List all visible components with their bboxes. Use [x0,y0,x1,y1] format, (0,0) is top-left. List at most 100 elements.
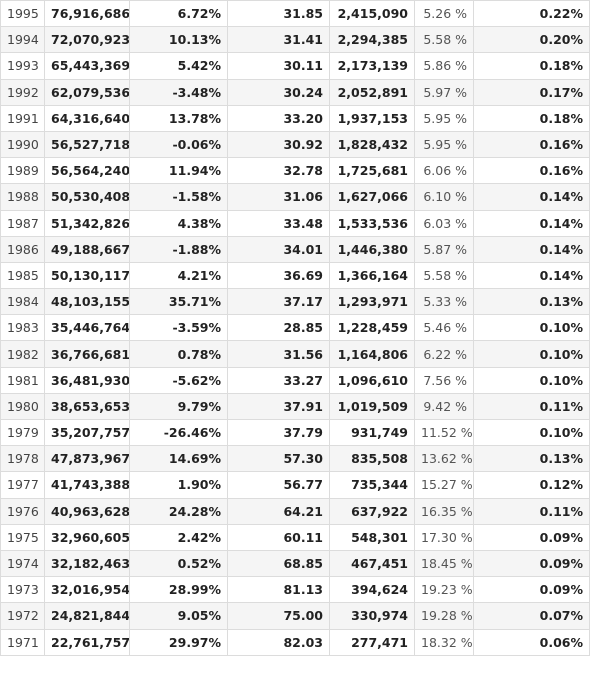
table-row: 1972 24,821,844 9.05% 75.00 330,974 19.28 % 0.… [1,603,590,629]
change-cell: -3.59% [130,315,228,341]
share-cell: 0.18% [474,53,590,79]
value-cell: 56,564,240 [45,158,130,184]
share-cell: 0.13% [474,446,590,472]
total-cell: 1,937,153 [330,105,415,131]
total-cell: 735,344 [330,472,415,498]
ratio-cell: 31.06 [228,184,330,210]
change-cell: 10.13% [130,27,228,53]
change-cell: 11.94% [130,158,228,184]
percent-cell: 5.33 % [415,289,474,315]
share-cell: 0.22% [474,1,590,27]
value-cell: 50,530,408 [45,184,130,210]
share-cell: 0.07% [474,603,590,629]
ratio-cell: 75.00 [228,603,330,629]
value-cell: 36,766,681 [45,341,130,367]
value-cell: 36,481,930 [45,367,130,393]
year-cell: 1981 [1,367,45,393]
total-cell: 2,415,090 [330,1,415,27]
percent-cell: 19.28 % [415,603,474,629]
percent-cell: 6.22 % [415,341,474,367]
share-cell: 0.09% [474,550,590,576]
table-row: 1988 50,530,408 -1.58% 31.06 1,627,066 6.10 %… [1,184,590,210]
ratio-cell: 37.79 [228,420,330,446]
value-cell: 50,130,117 [45,262,130,288]
table-row: 1992 62,079,536 -3.48% 30.24 2,052,891 5.97 %… [1,79,590,105]
ratio-cell: 28.85 [228,315,330,341]
table-row: 1977 41,743,388 1.90% 56.77 735,344 15.27 % 0.… [1,472,590,498]
ratio-cell: 31.85 [228,1,330,27]
year-cell: 1989 [1,158,45,184]
year-cell: 1979 [1,420,45,446]
year-cell: 1995 [1,1,45,27]
table-row: 1993 65,443,369 5.42% 30.11 2,173,139 5.86 % 0… [1,53,590,79]
change-cell: 35.71% [130,289,228,315]
change-cell: 9.79% [130,393,228,419]
percent-cell: 19.23 % [415,577,474,603]
table-row: 1979 35,207,757 -26.46% 37.79 931,749 11.52 %… [1,420,590,446]
percent-cell: 5.26 % [415,1,474,27]
share-cell: 0.14% [474,210,590,236]
share-cell: 0.14% [474,184,590,210]
table-row: 1995 76,916,686 6.72% 31.85 2,415,090 5.26 % 0… [1,1,590,27]
share-cell: 0.16% [474,131,590,157]
table-row: 1983 35,446,764 -3.59% 28.85 1,228,459 5.46 %… [1,315,590,341]
table-row: 1973 32,016,954 28.99% 81.13 394,624 19.23 % 0… [1,577,590,603]
value-cell: 41,743,388 [45,472,130,498]
total-cell: 1,627,066 [330,184,415,210]
share-cell: 0.13% [474,289,590,315]
year-cell: 1977 [1,472,45,498]
table-row: 1980 38,653,653 9.79% 37.91 1,019,509 9.42 % 0… [1,393,590,419]
table-row: 1990 56,527,718 -0.06% 30.92 1,828,432 5.95 %… [1,131,590,157]
ratio-cell: 30.11 [228,53,330,79]
change-cell: -1.88% [130,236,228,262]
change-cell: -5.62% [130,367,228,393]
table-row: 1985 50,130,117 4.21% 36.69 1,366,164 5.58 % 0… [1,262,590,288]
value-cell: 38,653,653 [45,393,130,419]
total-cell: 1,828,432 [330,131,415,157]
change-cell: 2.42% [130,524,228,550]
change-cell: -3.48% [130,79,228,105]
data-table: 1995 76,916,686 6.72% 31.85 2,415,090 5.26 % 0… [0,0,590,656]
ratio-cell: 60.11 [228,524,330,550]
value-cell: 40,963,628 [45,498,130,524]
table-row: 1981 36,481,930 -5.62% 33.27 1,096,610 7.56 %… [1,367,590,393]
table-row: 1991 64,316,640 13.78% 33.20 1,937,153 5.95 %… [1,105,590,131]
total-cell: 2,052,891 [330,79,415,105]
total-cell: 1,228,459 [330,315,415,341]
total-cell: 1,725,681 [330,158,415,184]
value-cell: 35,207,757 [45,420,130,446]
ratio-cell: 64.21 [228,498,330,524]
percent-cell: 16.35 % [415,498,474,524]
total-cell: 330,974 [330,603,415,629]
ratio-cell: 68.85 [228,550,330,576]
table-row: 1982 36,766,681 0.78% 31.56 1,164,806 6.22 % 0… [1,341,590,367]
table-row: 1994 72,070,923 10.13% 31.41 2,294,385 5.58 %… [1,27,590,53]
change-cell: 13.78% [130,105,228,131]
change-cell: 0.78% [130,341,228,367]
change-cell: 1.90% [130,472,228,498]
year-cell: 1974 [1,550,45,576]
value-cell: 48,103,155 [45,289,130,315]
ratio-cell: 32.78 [228,158,330,184]
ratio-cell: 37.17 [228,289,330,315]
total-cell: 1,446,380 [330,236,415,262]
value-cell: 49,188,667 [45,236,130,262]
total-cell: 1,019,509 [330,393,415,419]
year-cell: 1983 [1,315,45,341]
value-cell: 51,342,826 [45,210,130,236]
table-row: 1976 40,963,628 24.28% 64.21 637,922 16.35 % 0… [1,498,590,524]
value-cell: 22,761,757 [45,629,130,655]
ratio-cell: 30.92 [228,131,330,157]
change-cell: 6.72% [130,1,228,27]
share-cell: 0.20% [474,27,590,53]
percent-cell: 6.06 % [415,158,474,184]
change-cell: 9.05% [130,603,228,629]
share-cell: 0.14% [474,262,590,288]
total-cell: 394,624 [330,577,415,603]
year-cell: 1991 [1,105,45,131]
percent-cell: 9.42 % [415,393,474,419]
total-cell: 1,533,536 [330,210,415,236]
ratio-cell: 56.77 [228,472,330,498]
share-cell: 0.09% [474,524,590,550]
table-row: 1986 49,188,667 -1.88% 34.01 1,446,380 5.87 %… [1,236,590,262]
